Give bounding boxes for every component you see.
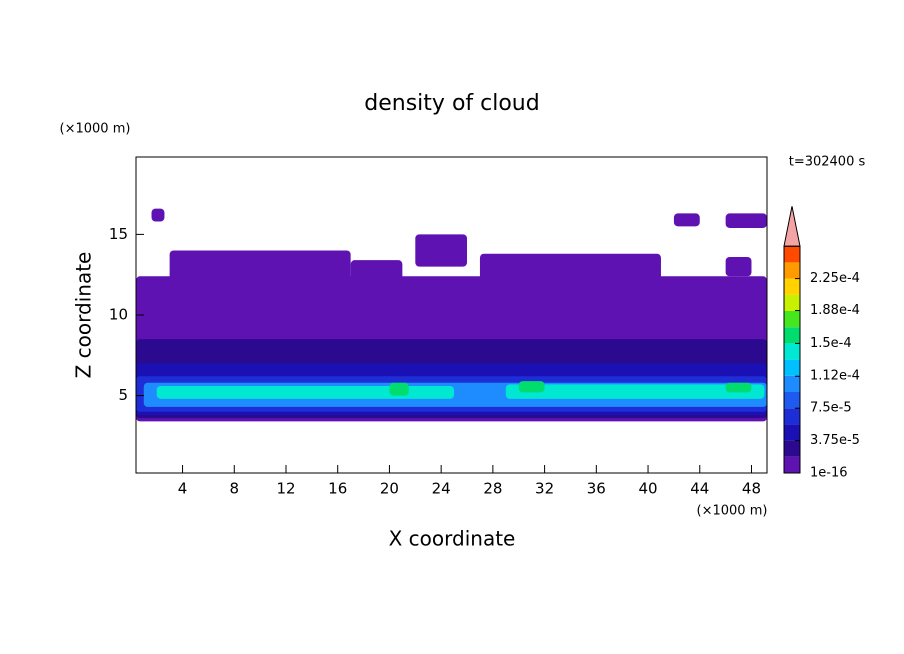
- colorbar-swatch: [784, 359, 800, 376]
- colorbar-swatch: [784, 408, 800, 425]
- x-tick-label: 32: [535, 480, 554, 498]
- contour-band: [151, 208, 165, 222]
- y-axis-label: Z coordinate: [72, 252, 96, 379]
- contour-band: [156, 385, 455, 399]
- colorbar-tick-label: 1e-16: [810, 466, 848, 481]
- colorbar-swatch: [784, 311, 800, 328]
- y-unit: (×1000 m): [60, 122, 131, 137]
- contour-band: [673, 213, 700, 227]
- colorbar-tick-label: 1.5e-4: [810, 336, 852, 351]
- x-tick-label: 44: [690, 480, 709, 498]
- y-tick-label: 15: [109, 225, 128, 243]
- colorbar-extend: [783, 206, 801, 247]
- colorbar-swatch: [784, 278, 800, 295]
- y-tick-label: 10: [109, 306, 128, 324]
- x-tick-label: 24: [432, 480, 451, 498]
- colorbar-swatch: [784, 375, 800, 392]
- x-tick-label: 36: [587, 480, 606, 498]
- colorbar-swatch: [784, 343, 800, 360]
- colorbar-swatch: [784, 327, 800, 344]
- contour-band: [505, 384, 765, 399]
- contour-band: [725, 256, 752, 277]
- y-tick-label: 5: [118, 386, 128, 404]
- x-tick-label: 28: [483, 480, 502, 498]
- chart-title: density of cloud: [364, 91, 539, 116]
- colorbar-tick-label: 1.12e-4: [810, 369, 860, 384]
- colorbar-tick-label: 3.75e-5: [810, 433, 860, 448]
- x-tick-label: 12: [276, 480, 295, 498]
- colorbar-tick-label: 2.25e-4: [810, 271, 860, 286]
- time-label: t=302400 s: [789, 155, 866, 170]
- contour-band: [518, 381, 545, 393]
- x-unit: (×1000 m): [697, 504, 768, 519]
- contour-band: [415, 234, 468, 267]
- contour-band: [350, 260, 403, 283]
- x-tick-label: 4: [178, 480, 188, 498]
- colorbar-swatch: [784, 392, 800, 409]
- x-tick-label: 20: [380, 480, 399, 498]
- x-tick-label: 8: [229, 480, 239, 498]
- colorbar-swatch: [784, 424, 800, 441]
- contour-band: [389, 382, 409, 396]
- x-axis-label: X coordinate: [389, 527, 516, 551]
- contour-band: [169, 250, 351, 283]
- x-tick-label: 16: [328, 480, 347, 498]
- colorbar-swatch: [784, 456, 800, 473]
- x-tick-label: 48: [742, 480, 761, 498]
- colorbar-tick-label: 7.5e-5: [810, 401, 852, 416]
- contour-band: [725, 382, 752, 393]
- colorbar-tick-label: 1.88e-4: [810, 303, 860, 318]
- x-tick-label: 40: [638, 480, 657, 498]
- contour-band: [479, 253, 661, 283]
- colorbar-swatch: [784, 262, 800, 279]
- colorbar-swatch: [784, 294, 800, 311]
- colorbar-frame: [783, 245, 801, 474]
- contour-band: [725, 213, 767, 228]
- colorbar-swatch: [784, 246, 800, 263]
- colorbar-swatch: [784, 440, 800, 457]
